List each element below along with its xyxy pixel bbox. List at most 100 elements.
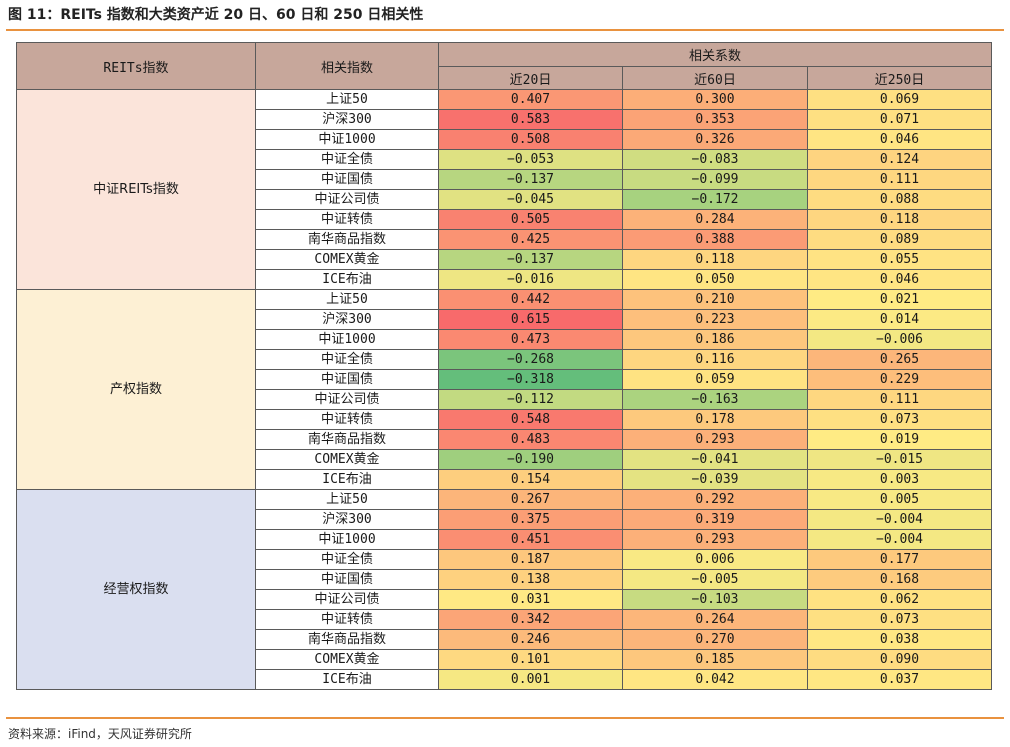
correlation-value: 0.116 (622, 349, 808, 370)
table-row: 中证转债 0.548 0.178 0.073 (17, 409, 992, 430)
correlation-value: 0.210 (622, 289, 808, 310)
correlation-value: 0.168 (807, 569, 992, 590)
table-row: 南华商品指数 0.425 0.388 0.089 (17, 229, 992, 250)
related-index-name: 上证50 (255, 89, 439, 110)
related-index-name: ICE布油 (255, 669, 439, 690)
related-index-name: 南华商品指数 (255, 429, 439, 450)
correlation-value: 0.042 (622, 669, 808, 690)
correlation-value: 0.342 (438, 609, 623, 630)
correlation-value: −0.083 (622, 149, 808, 170)
related-index-name: 沪深300 (255, 109, 439, 130)
correlation-value: 0.073 (807, 609, 992, 630)
related-index-name: ICE布油 (255, 269, 439, 290)
correlation-value: −0.004 (807, 509, 992, 530)
correlation-value: 0.118 (807, 209, 992, 230)
related-index-name: 上证50 (255, 289, 439, 310)
correlation-value: 0.451 (438, 529, 623, 550)
correlation-value: 0.293 (622, 429, 808, 450)
related-index-name: 中证国债 (255, 369, 439, 390)
correlation-value: −0.190 (438, 449, 623, 470)
correlation-value: 0.006 (622, 549, 808, 570)
related-index-name: COMEX黄金 (255, 449, 439, 470)
correlation-value: 0.089 (807, 229, 992, 250)
correlation-value: 0.071 (807, 109, 992, 130)
correlation-value: −0.045 (438, 189, 623, 210)
related-index-name: 中证公司债 (255, 389, 439, 410)
correlation-value: 0.059 (622, 369, 808, 390)
correlation-value: 0.046 (807, 269, 992, 290)
correlation-value: 0.021 (807, 289, 992, 310)
header-period-60d: 近60日 (622, 66, 808, 90)
related-index-name: 中证公司债 (255, 189, 439, 210)
correlation-value: −0.137 (438, 249, 623, 270)
correlation-value: 0.583 (438, 109, 623, 130)
table-row: 中证国债 −0.318 0.059 0.229 (17, 369, 992, 390)
table-body: 中证REITs指数 上证50 0.407 0.300 0.069 沪深300 0.583 0.… (16, 89, 992, 690)
correlation-value: 0.186 (622, 329, 808, 350)
correlation-value: 0.046 (807, 129, 992, 150)
table-row: 经营权指数 上证50 0.267 0.292 0.005 (16, 489, 992, 690)
correlation-value: 0.037 (807, 669, 992, 690)
related-index-name: 沪深300 (255, 509, 439, 530)
related-index-name: 中证国债 (255, 569, 439, 590)
header-related-index: 相关指数 (255, 42, 439, 90)
correlation-value: 0.062 (807, 589, 992, 610)
header-period-250d: 近250日 (807, 66, 992, 90)
correlation-value: 0.038 (807, 629, 992, 650)
group-label: 产权指数 (16, 289, 256, 490)
table-row: ICE布油 0.001 0.042 0.037 (17, 669, 992, 690)
correlation-value: 0.229 (807, 369, 992, 390)
correlation-value: 0.267 (438, 489, 623, 510)
correlation-value: 0.014 (807, 309, 992, 330)
table-row: 沪深300 0.583 0.353 0.071 (17, 109, 992, 130)
correlation-value: 0.615 (438, 309, 623, 330)
correlation-value: 0.088 (807, 189, 992, 210)
table-row: 中证全债 −0.053 −0.083 0.124 (17, 149, 992, 170)
correlation-value: 0.425 (438, 229, 623, 250)
correlation-value: −0.268 (438, 349, 623, 370)
correlation-value: 0.246 (438, 629, 623, 650)
correlation-value: 0.050 (622, 269, 808, 290)
correlation-value: 0.118 (622, 249, 808, 270)
table-row: 中证公司债 −0.112 −0.163 0.111 (17, 389, 992, 410)
correlation-value: 0.138 (438, 569, 623, 590)
correlation-value: −0.016 (438, 269, 623, 290)
group-label: 经营权指数 (16, 489, 256, 690)
correlation-value: −0.318 (438, 369, 623, 390)
related-index-name: 中证公司债 (255, 589, 439, 610)
table-row: 中证转债 0.505 0.284 0.118 (17, 209, 992, 230)
header-period-20d: 近20日 (438, 66, 623, 90)
correlation-value: 0.073 (807, 409, 992, 430)
related-index-name: 中证全债 (255, 349, 439, 370)
correlation-value: 0.284 (622, 209, 808, 230)
correlation-value: 0.326 (622, 129, 808, 150)
correlation-value: 0.505 (438, 209, 623, 230)
table-row: 沪深300 0.375 0.319 −0.004 (17, 509, 992, 530)
correlation-value: 0.483 (438, 429, 623, 450)
table-row: COMEX黄金 −0.190 −0.041 −0.015 (17, 449, 992, 470)
correlation-value: −0.041 (622, 449, 808, 470)
correlation-value: 0.265 (807, 349, 992, 370)
related-index-name: 中证1000 (255, 329, 439, 350)
table-row: COMEX黄金 0.101 0.185 0.090 (17, 649, 992, 670)
correlation-table: REITs指数 相关指数 相关系数 近20日 近60日 近250日 中证REIT… (16, 42, 992, 690)
group-label: 中证REITs指数 (16, 89, 256, 290)
related-index-name: COMEX黄金 (255, 249, 439, 270)
correlation-value: 0.177 (807, 549, 992, 570)
correlation-value: 0.353 (622, 109, 808, 130)
correlation-value: 0.442 (438, 289, 623, 310)
table-row: ICE布油 0.154 −0.039 0.003 (17, 469, 992, 490)
figure-title: 图 11：REITs 指数和大类资产近 20 日、60 日和 250 日相关性 (8, 7, 424, 23)
correlation-value: 0.375 (438, 509, 623, 530)
correlation-value: 0.055 (807, 249, 992, 270)
correlation-value: 0.473 (438, 329, 623, 350)
correlation-value: 0.270 (622, 629, 808, 650)
correlation-value: 0.101 (438, 649, 623, 670)
correlation-value: −0.137 (438, 169, 623, 190)
correlation-value: 0.178 (622, 409, 808, 430)
related-index-name: 中证全债 (255, 549, 439, 570)
table-row: 中证转债 0.342 0.264 0.073 (17, 609, 992, 630)
header-correlation-coef: 相关系数 (438, 42, 992, 67)
header-reits-index: REITs指数 (16, 42, 256, 90)
correlation-value: −0.053 (438, 149, 623, 170)
